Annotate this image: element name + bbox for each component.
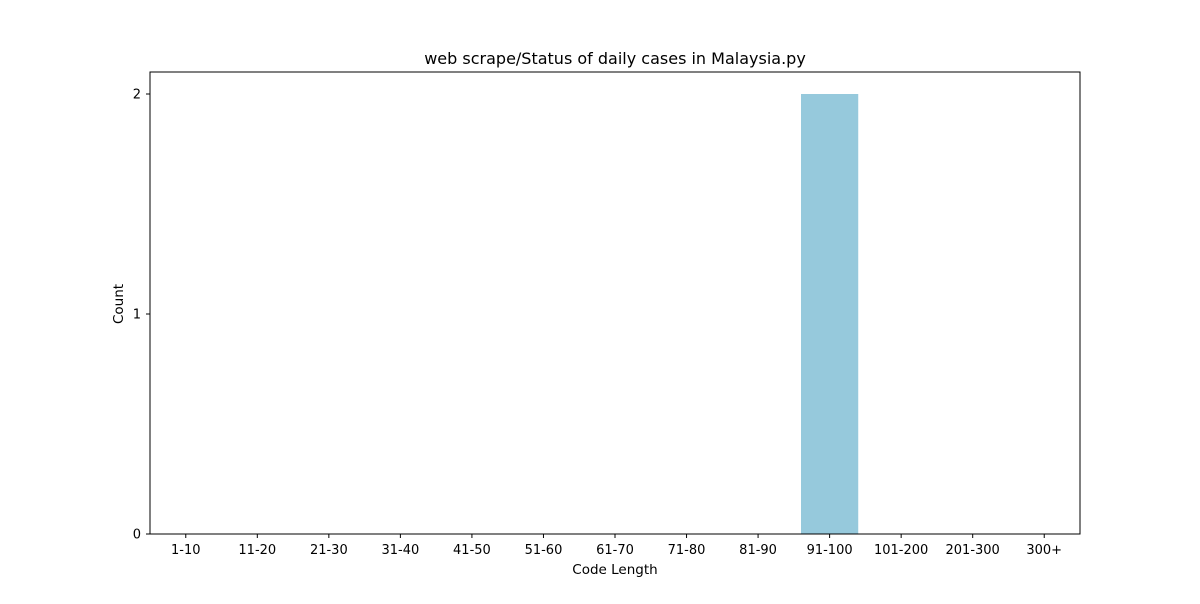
x-tick-label: 91-100: [807, 543, 853, 558]
x-tick-label: 1-10: [171, 543, 201, 558]
x-tick-label: 11-20: [238, 543, 276, 558]
bar-91-100: [801, 94, 859, 534]
x-axis-label: Code Length: [572, 562, 657, 578]
x-tick-label: 41-50: [453, 543, 491, 558]
x-tick-label: 300+: [1026, 543, 1062, 558]
x-tick-label: 81-90: [739, 543, 777, 558]
y-tick-label: 2: [133, 88, 141, 103]
x-tick-label: 71-80: [668, 543, 706, 558]
bars-group: [801, 94, 859, 534]
x-tick-label: 201-300: [946, 543, 1000, 558]
y-tick-label: 0: [133, 528, 141, 543]
plot-area-frame: [149, 71, 1081, 535]
x-ticks-group: 1-10 11-20 21-30 31-40 41-50 51-60 61-70 71-80 8…: [171, 534, 1062, 558]
y-axis-label: Count: [111, 284, 127, 324]
x-tick-label: 61-70: [596, 543, 634, 558]
y-ticks-group: 0 1 2: [133, 88, 150, 543]
x-tick-label: 101-200: [874, 543, 928, 558]
x-tick-label: 31-40: [381, 543, 419, 558]
y-tick-label: 1: [133, 308, 141, 323]
chart-title: web scrape/Status of daily cases in Mala…: [424, 49, 806, 68]
x-tick-label: 21-30: [310, 543, 348, 558]
x-tick-label: 51-60: [525, 543, 563, 558]
